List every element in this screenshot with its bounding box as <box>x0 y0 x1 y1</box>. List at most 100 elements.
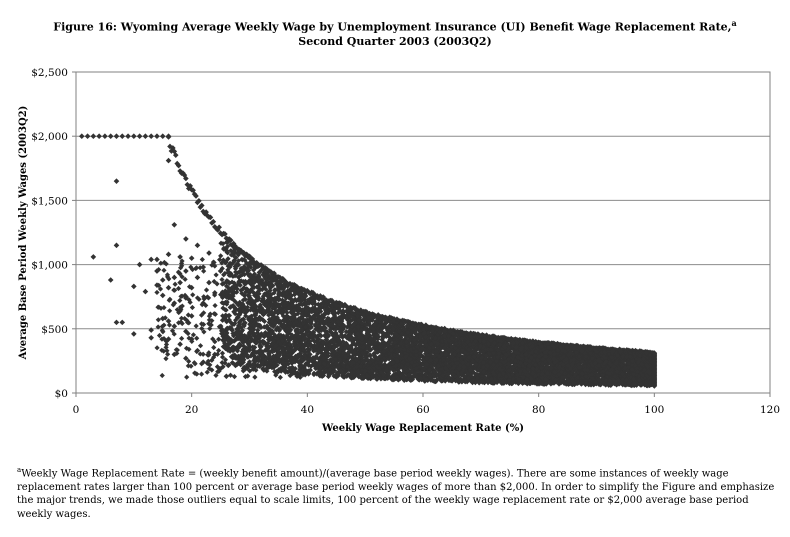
data-point <box>547 342 553 348</box>
data-point <box>107 133 114 139</box>
data-point <box>198 371 205 377</box>
data-point <box>185 185 192 192</box>
data-point <box>332 373 338 379</box>
data-point <box>279 276 285 282</box>
data-point <box>448 348 454 354</box>
data-point <box>178 293 184 300</box>
data-point <box>347 313 353 320</box>
data-points <box>78 133 658 389</box>
data-point <box>131 331 137 337</box>
data-point <box>247 368 253 374</box>
data-point <box>159 315 166 322</box>
data-point <box>222 270 228 277</box>
data-point <box>232 243 238 249</box>
data-point <box>259 267 265 273</box>
data-point <box>189 266 196 273</box>
data-point <box>197 343 204 349</box>
data-point <box>238 278 244 284</box>
data-point <box>301 354 307 361</box>
data-point <box>199 361 205 367</box>
data-point <box>113 178 120 184</box>
data-point <box>185 312 191 318</box>
data-point <box>238 362 244 368</box>
data-point <box>159 277 166 283</box>
data-point <box>223 373 230 380</box>
data-point <box>330 370 336 376</box>
data-point <box>329 297 335 304</box>
data-point <box>201 310 207 316</box>
data-point <box>259 286 265 293</box>
data-point <box>412 320 419 327</box>
data-point <box>257 269 263 275</box>
data-point <box>156 332 163 339</box>
data-point <box>198 321 205 327</box>
data-point <box>211 311 217 317</box>
data-point <box>191 191 198 197</box>
data-point <box>288 365 294 371</box>
data-point <box>242 310 248 316</box>
data-point <box>228 337 234 343</box>
data-point <box>203 302 209 309</box>
data-point <box>192 370 198 376</box>
data-point <box>352 363 358 369</box>
data-point <box>190 292 196 298</box>
data-point <box>167 308 173 314</box>
data-point <box>162 315 168 321</box>
data-point <box>222 357 229 363</box>
data-point <box>216 336 222 342</box>
data-point <box>307 351 313 357</box>
data-point <box>193 265 200 271</box>
data-point <box>182 292 188 298</box>
data-point <box>319 351 325 357</box>
data-point <box>211 354 217 360</box>
data-point <box>212 339 218 345</box>
data-point <box>155 324 161 330</box>
data-point <box>187 299 193 305</box>
data-point <box>171 323 178 330</box>
data-point <box>337 304 343 310</box>
data-point <box>311 342 318 348</box>
data-point <box>148 256 154 263</box>
data-point <box>247 339 253 345</box>
data-point <box>214 364 221 370</box>
data-point <box>213 225 220 232</box>
data-point <box>282 298 288 305</box>
data-point <box>154 268 160 274</box>
data-point <box>209 262 215 268</box>
data-point <box>271 290 277 296</box>
data-point <box>343 340 349 346</box>
data-point <box>175 285 182 292</box>
data-point <box>206 313 213 319</box>
data-point <box>353 342 359 348</box>
data-point <box>231 297 237 303</box>
data-point <box>259 298 265 304</box>
data-point <box>301 287 308 293</box>
data-point <box>159 323 165 330</box>
data-point <box>205 295 212 301</box>
data-point <box>275 302 281 308</box>
data-point <box>171 274 178 281</box>
data-point <box>194 335 200 341</box>
data-point <box>175 269 182 275</box>
data-point <box>210 336 216 342</box>
data-point <box>182 315 188 322</box>
data-point <box>196 296 202 302</box>
data-point <box>324 299 330 305</box>
data-point <box>217 230 224 236</box>
data-point <box>142 133 149 139</box>
data-point <box>309 344 316 350</box>
data-point <box>171 300 178 306</box>
data-point <box>200 359 207 365</box>
data-point <box>179 258 185 264</box>
data-point <box>277 374 283 380</box>
data-point <box>231 353 237 359</box>
data-point <box>340 342 347 348</box>
data-point <box>285 288 291 294</box>
data-point <box>349 370 355 376</box>
data-point <box>160 329 166 335</box>
data-point <box>330 338 336 344</box>
data-point <box>183 294 190 300</box>
data-point <box>339 301 345 308</box>
data-point <box>212 292 218 298</box>
data-point <box>220 305 226 311</box>
